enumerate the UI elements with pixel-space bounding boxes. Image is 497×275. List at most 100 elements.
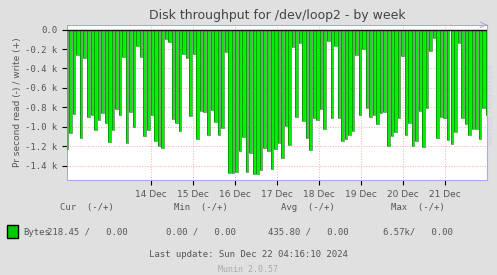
Bar [179, 30, 181, 131]
Bar [122, 30, 125, 57]
Bar [369, 30, 372, 117]
Bar [136, 30, 139, 46]
Bar [168, 30, 170, 42]
Bar [324, 30, 326, 129]
Bar [281, 30, 284, 158]
Bar [458, 30, 460, 43]
Bar [443, 30, 446, 118]
Bar [253, 30, 255, 174]
Bar [256, 30, 259, 174]
Bar [179, 30, 181, 131]
Bar [295, 30, 298, 117]
Bar [66, 30, 69, 149]
Bar [207, 30, 210, 134]
Bar [405, 30, 407, 135]
Bar [327, 30, 330, 41]
Bar [151, 30, 153, 116]
Bar [158, 30, 160, 146]
Bar [433, 30, 435, 38]
Bar [144, 30, 146, 136]
Bar [80, 30, 83, 138]
Bar [165, 30, 167, 39]
Bar [97, 30, 100, 120]
Bar [334, 30, 336, 46]
Bar [161, 30, 164, 148]
Bar [182, 30, 185, 54]
Bar [337, 30, 340, 118]
Bar [352, 30, 354, 131]
Bar [105, 30, 107, 123]
Bar [408, 30, 411, 123]
Bar [193, 30, 195, 54]
Bar [203, 30, 206, 112]
Bar [140, 30, 143, 57]
Bar [246, 30, 248, 172]
Bar [249, 30, 252, 153]
Bar [327, 30, 330, 41]
Bar [267, 30, 269, 151]
Bar [440, 30, 442, 117]
Title: Disk throughput for /dev/loop2 - by week: Disk throughput for /dev/loop2 - by week [149, 9, 406, 22]
Bar [479, 30, 481, 139]
Bar [263, 30, 266, 148]
Bar [337, 30, 340, 118]
Bar [391, 30, 393, 136]
Bar [203, 30, 206, 112]
Bar [243, 30, 245, 137]
Bar [302, 30, 305, 122]
Bar [433, 30, 435, 38]
Y-axis label: Pr second read (-) / write (+): Pr second read (-) / write (+) [13, 38, 22, 167]
Bar [196, 30, 199, 139]
Bar [101, 30, 104, 113]
Bar [175, 30, 178, 123]
Bar [366, 30, 368, 108]
Bar [189, 30, 192, 116]
Bar [186, 30, 188, 58]
Bar [472, 30, 474, 129]
Bar [133, 30, 135, 127]
Bar [278, 30, 280, 143]
Bar [189, 30, 192, 116]
Bar [479, 30, 481, 139]
Bar [161, 30, 164, 148]
Bar [391, 30, 393, 136]
Bar [440, 30, 442, 117]
Bar [454, 30, 457, 132]
Text: Min  (-/+): Min (-/+) [174, 203, 228, 212]
Bar [475, 30, 478, 129]
Bar [182, 30, 185, 54]
Bar [454, 30, 457, 132]
Bar [419, 30, 421, 111]
Bar [225, 30, 227, 52]
Bar [122, 30, 125, 57]
Bar [412, 30, 414, 147]
Bar [362, 30, 365, 49]
Bar [228, 30, 231, 173]
Bar [211, 30, 213, 110]
Bar [348, 30, 351, 135]
Text: 0.00 /   0.00: 0.00 / 0.00 [166, 228, 236, 237]
Bar [115, 30, 118, 109]
Bar [387, 30, 390, 146]
Bar [232, 30, 234, 174]
Bar [87, 30, 89, 117]
Bar [465, 30, 467, 125]
Bar [309, 30, 312, 150]
Bar [436, 30, 439, 138]
Bar [299, 30, 301, 43]
Bar [384, 30, 386, 112]
Bar [144, 30, 146, 136]
Bar [461, 30, 464, 118]
Bar [306, 30, 308, 138]
Bar [486, 30, 489, 115]
Bar [313, 30, 316, 118]
Bar [288, 30, 291, 145]
Bar [436, 30, 439, 138]
Bar [412, 30, 414, 147]
Bar [70, 30, 72, 133]
Bar [90, 30, 93, 115]
Bar [218, 30, 220, 135]
Bar [422, 30, 425, 147]
Bar [221, 30, 224, 128]
Bar [341, 30, 343, 141]
